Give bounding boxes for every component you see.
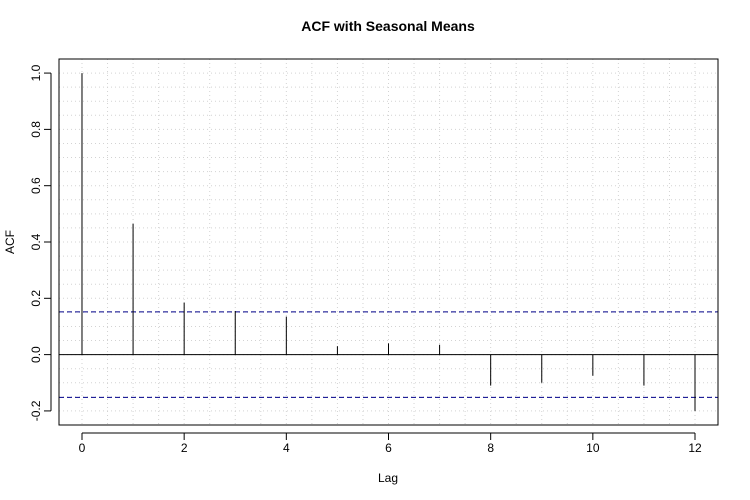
y-tick-label: 0.4 — [29, 233, 43, 250]
axes: 0 2 4 6 8 10 12 -0.2 0.0 0.2 0.4 0.6 0.8 1.0 — [29, 64, 718, 455]
y-tick-label: 0.6 — [29, 177, 43, 194]
acf-bars — [81, 73, 696, 411]
chart-title: ACF with Seasonal Means — [301, 18, 475, 34]
x-tick-label: 6 — [385, 441, 392, 455]
x-tick-label: 0 — [79, 441, 86, 455]
grid-lines — [59, 58, 718, 426]
y-tick-label: 1.0 — [29, 64, 43, 81]
plot-frame — [58, 58, 719, 426]
y-tick-label: 0.0 — [29, 346, 43, 363]
x-axis-label: Lag — [378, 471, 398, 485]
y-tick-label: -0.2 — [29, 400, 43, 421]
x-tick-label: 10 — [586, 441, 600, 455]
confidence-band — [59, 311, 718, 398]
x-tick-label: 4 — [283, 441, 290, 455]
x-tick-label: 12 — [688, 441, 702, 455]
x-tick-label: 8 — [487, 441, 494, 455]
y-axis-label: ACF — [3, 230, 17, 254]
y-tick-label: 0.8 — [29, 121, 43, 138]
x-tick-label: 2 — [181, 441, 188, 455]
y-tick-label: 0.2 — [29, 290, 43, 307]
